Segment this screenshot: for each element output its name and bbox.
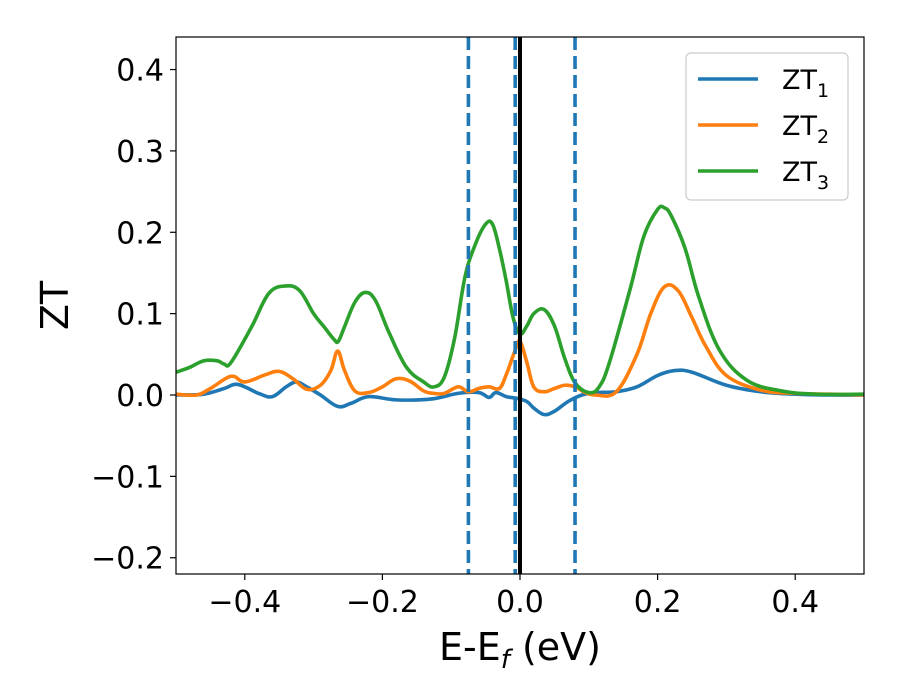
series-line-zt3 xyxy=(176,204,864,397)
y-axis-title: ZT xyxy=(33,280,77,330)
x-tick-label: 0.2 xyxy=(634,585,682,620)
legend-label-subscript: 2 xyxy=(817,126,829,148)
legend-label-subscript: 3 xyxy=(817,172,829,194)
legend-label-zt2: ZT2 xyxy=(782,111,829,148)
legend-label-main: ZT xyxy=(782,65,817,96)
y-tick-label: 0.1 xyxy=(116,298,164,333)
plot-area xyxy=(176,37,864,574)
plot-content xyxy=(176,37,864,574)
legend-label-main: ZT xyxy=(782,157,817,188)
x-tick-label: 0.0 xyxy=(496,585,544,620)
legend-label-zt1: ZT1 xyxy=(782,65,829,102)
legend-box xyxy=(685,52,849,201)
y-tick-label: 0.4 xyxy=(116,54,164,89)
axes: −0.4 −0.2 0.0 0.2 0.4 −0.2 −0.1 0.0 0.1 0.2 0.3 0.4… xyxy=(33,36,865,675)
legend-label-main: ZT xyxy=(782,111,817,142)
y-tick-label: −0.1 xyxy=(91,460,164,495)
legend-label-zt3: ZT3 xyxy=(782,157,829,194)
y-tick-label: −0.2 xyxy=(91,542,164,577)
legend-label-subscript: 1 xyxy=(817,80,829,102)
y-tick-label: 0.0 xyxy=(116,379,164,414)
x-axis-title-unit: (eV) xyxy=(510,625,601,669)
x-tick-label: 0.4 xyxy=(771,585,819,620)
y-tick-label: 0.2 xyxy=(116,216,164,251)
x-axis-title-main: E-E xyxy=(439,625,501,669)
x-tick-label: −0.2 xyxy=(346,585,419,620)
x-axis-title: E-Ef (eV) xyxy=(439,625,601,675)
series-line-zt1 xyxy=(176,368,864,417)
series-line-zt2 xyxy=(176,283,864,398)
y-tick-label: 0.3 xyxy=(116,135,164,170)
x-tick-label: −0.4 xyxy=(208,585,281,620)
